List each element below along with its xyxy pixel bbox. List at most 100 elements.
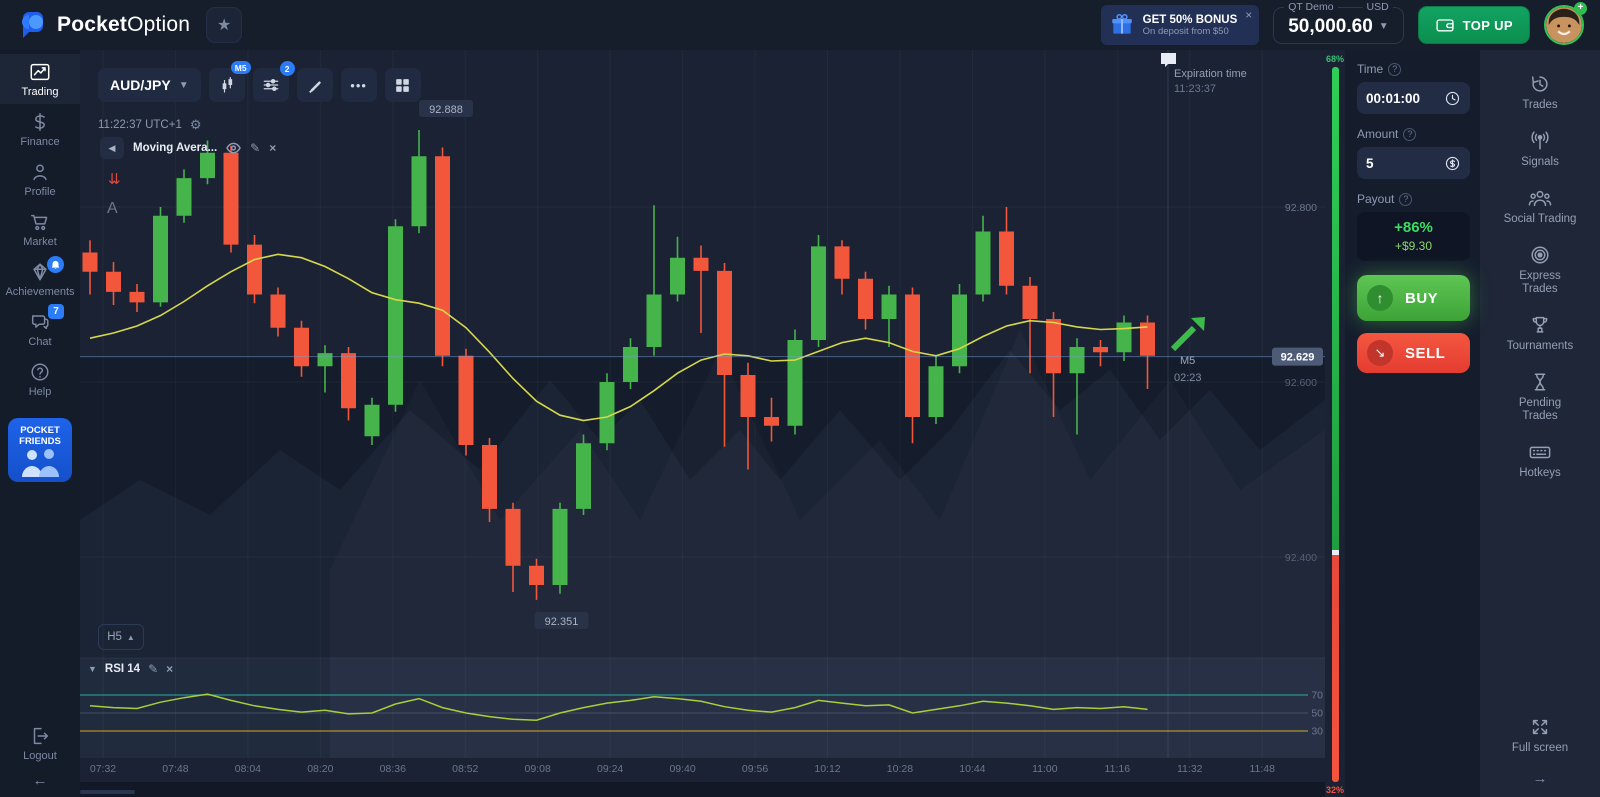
sidebar-item-express-trades[interactable]: Express Trades — [1519, 235, 1561, 305]
timeframe-value: H5 — [107, 631, 122, 643]
candlestick-chart[interactable]: 07:32 07:48 08:04 08:20 08:36 08:52 09:08 09:24… — [80, 50, 1325, 782]
sentiment-bar — [1331, 67, 1339, 782]
edit-pencil-icon[interactable]: ✎ — [250, 141, 261, 155]
sidebar-item-label: Hotkeys — [1519, 467, 1561, 479]
svg-text:09:56: 09:56 — [742, 763, 768, 775]
app-logo-text: PocketOption — [57, 13, 190, 37]
svg-text:50: 50 — [1311, 708, 1323, 720]
scrollbar-thumb[interactable] — [80, 790, 135, 794]
more-icon: ••• — [350, 77, 367, 93]
svg-text:10:28: 10:28 — [887, 763, 913, 775]
sidebar-item-achievements[interactable]: Achievements — [0, 254, 80, 304]
chart-area[interactable]: 07:32 07:48 08:04 08:20 08:36 08:52 09:08 09:24… — [80, 50, 1325, 797]
sentiment-bar-divider — [1331, 549, 1339, 555]
sidebar-item-tournaments[interactable]: Tournaments — [1507, 305, 1573, 362]
sidebar-item-trading[interactable]: Trading — [0, 54, 80, 104]
brush-icon — [309, 80, 321, 93]
user-avatar[interactable]: + — [1544, 2, 1587, 45]
svg-text:08:04: 08:04 — [235, 763, 261, 775]
friends-illustration — [22, 449, 59, 477]
chat-unread-badge: 7 — [48, 304, 64, 319]
svg-text:11:32: 11:32 — [1177, 763, 1203, 775]
chart-scrollbar[interactable] — [80, 782, 1325, 797]
collapse-rsi-icon[interactable]: ▼ — [88, 664, 97, 674]
svg-text:10:12: 10:12 — [814, 763, 840, 775]
sidebar-item-label: Social Trading — [1503, 213, 1577, 225]
help-circle-icon[interactable]: ? — [1388, 62, 1402, 76]
logo-bold: Pocket — [57, 13, 128, 36]
timeframe-dropdown[interactable]: H5 ▲ — [98, 624, 144, 650]
chart-type-button[interactable]: M5 — [208, 61, 251, 102]
pocket-friends-banner[interactable]: POCKET FRIENDS — [8, 418, 72, 482]
sell-button[interactable]: ↘ SELL — [1357, 333, 1470, 373]
drawing-tools-button[interactable] — [296, 68, 333, 102]
keyboard-icon — [1529, 446, 1551, 459]
payout-percent: +86% — [1394, 219, 1433, 236]
sidebar-item-fullscreen[interactable]: Full screen — [1512, 707, 1568, 764]
top-bar: PocketOption ★ GET 50% BONUS On deposit … — [0, 0, 1600, 50]
pocket-friends-line2: FRIENDS — [19, 436, 61, 447]
sidebar-item-label: Trading — [21, 86, 59, 98]
sidebar-item-finance[interactable]: Finance — [0, 104, 80, 154]
text-tool-marker[interactable]: A — [107, 200, 118, 217]
top-up-button[interactable]: TOP UP — [1417, 6, 1530, 44]
expiration-time: 11:23:37 — [1174, 83, 1217, 95]
sidebar-item-profile[interactable]: Profile — [0, 154, 80, 204]
indicator-name: Moving Avera... — [133, 142, 218, 154]
sidebar-item-trades[interactable]: Trades — [1522, 64, 1558, 121]
help-circle-icon[interactable]: ? — [1399, 192, 1413, 206]
symbol-selector[interactable]: AUD/JPY ▼ — [98, 68, 201, 102]
star-icon: ★ — [216, 17, 232, 34]
expand-sidebar-arrow-icon[interactable]: → — [1532, 770, 1548, 787]
bonus-subtitle: On deposit from $50 — [1142, 25, 1229, 37]
sidebar-item-signals[interactable]: Signals — [1521, 121, 1559, 178]
indicators-button[interactable]: 2 — [252, 61, 295, 102]
rsi-indicator-header: ▼ RSI 14 ✎ × — [88, 662, 173, 676]
sidebar-item-market[interactable]: Market — [0, 204, 80, 254]
account-balance-dropdown[interactable]: QT Demo USD 50,000.60 ▼ — [1273, 0, 1404, 44]
sidebar-item-chat[interactable]: 7 Chat — [0, 304, 80, 354]
sell-marker-tool-icon[interactable]: ⇊ — [108, 171, 121, 188]
sentiment-up-percent: 68% — [1325, 54, 1344, 64]
avatar-face — [1546, 7, 1582, 43]
multi-chart-button[interactable] — [384, 68, 421, 102]
svg-text:70: 70 — [1311, 690, 1323, 702]
visibility-eye-icon[interactable] — [226, 142, 241, 154]
dollar-circle-icon — [1445, 156, 1460, 170]
more-tools-button[interactable]: ••• — [340, 68, 377, 102]
sidebar-item-hotkeys[interactable]: Hotkeys — [1519, 432, 1561, 489]
clock-icon — [1445, 91, 1460, 105]
svg-text:08:52: 08:52 — [452, 763, 478, 775]
svg-text:30: 30 — [1311, 726, 1323, 738]
buy-button[interactable]: ↑ BUY — [1357, 275, 1470, 321]
svg-text:08:20: 08:20 — [307, 763, 333, 775]
collapse-indicator-button[interactable]: ◀ — [100, 137, 124, 159]
account-type-label: QT Demo — [1284, 0, 1338, 13]
sidebar-item-help[interactable]: Help — [0, 354, 80, 404]
amount-input[interactable]: 5 — [1357, 147, 1470, 179]
hourglass-icon — [1534, 373, 1546, 391]
collapse-sidebar-arrow-icon[interactable]: ← — [32, 772, 48, 789]
sidebar-item-pending-trades[interactable]: Pending Trades — [1519, 362, 1561, 432]
people-icon — [1528, 190, 1552, 207]
expiration-title: Expiration time — [1174, 68, 1247, 80]
trading-chart-icon — [30, 63, 50, 81]
sidebar-item-label: Tournaments — [1506, 340, 1574, 352]
edit-pencil-icon[interactable]: ✎ — [148, 662, 159, 676]
sidebar-item-label: Finance — [20, 136, 60, 148]
bonus-banner[interactable]: GET 50% BONUS On deposit from $50 × — [1100, 5, 1260, 45]
app-logo[interactable]: PocketOption — [18, 10, 190, 40]
indicator-chip-moving-average: ◀ Moving Avera... ✎ × — [100, 137, 276, 159]
sidebar-item-logout[interactable]: Logout — [0, 718, 80, 768]
remove-rsi-icon[interactable]: × — [166, 662, 174, 676]
remove-indicator-icon[interactable]: × — [269, 141, 277, 155]
sidebar-item-social-trading[interactable]: Social Trading — [1503, 178, 1577, 235]
balance-value: 50,000.60 — [1288, 15, 1373, 37]
chat-icon — [31, 315, 49, 330]
gear-icon[interactable]: ⚙ — [189, 117, 202, 132]
sidebar-item-label: Help — [28, 386, 52, 398]
expiration-time-input[interactable]: 00:01:00 — [1357, 82, 1470, 114]
favorites-star-button[interactable]: ★ — [206, 7, 243, 43]
help-circle-icon[interactable]: ? — [1403, 127, 1417, 141]
bonus-close-icon[interactable]: × — [1245, 8, 1253, 22]
